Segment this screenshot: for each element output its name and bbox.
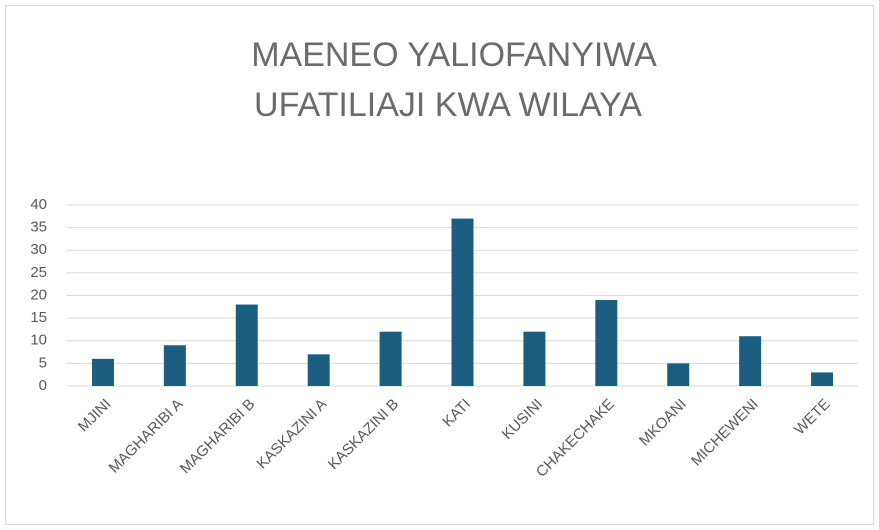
bar [307,354,330,386]
y-tick-label: 25 [30,264,47,281]
bar [811,372,834,386]
chart-border [5,5,874,525]
bar [739,336,762,386]
y-tick-label: 0 [39,377,47,394]
chart-title: MAENEO YALIOFANYIWA [251,36,657,74]
chart-title: UFATILIAJI KWA WILAYA [254,86,642,124]
bar [91,358,114,386]
y-tick-label: 30 [30,241,47,258]
y-tick-label: 35 [30,219,47,236]
y-tick-label: 20 [30,286,47,303]
y-tick-label: 15 [30,309,47,326]
y-tick-label: 40 [30,196,47,213]
bar [667,363,690,386]
bar [379,331,402,386]
y-tick-label: 10 [30,332,47,349]
y-tick-label: 5 [39,354,47,371]
bar [163,345,186,386]
bar [595,300,618,386]
bar [235,304,258,386]
bar [523,331,546,386]
bar [451,218,474,386]
